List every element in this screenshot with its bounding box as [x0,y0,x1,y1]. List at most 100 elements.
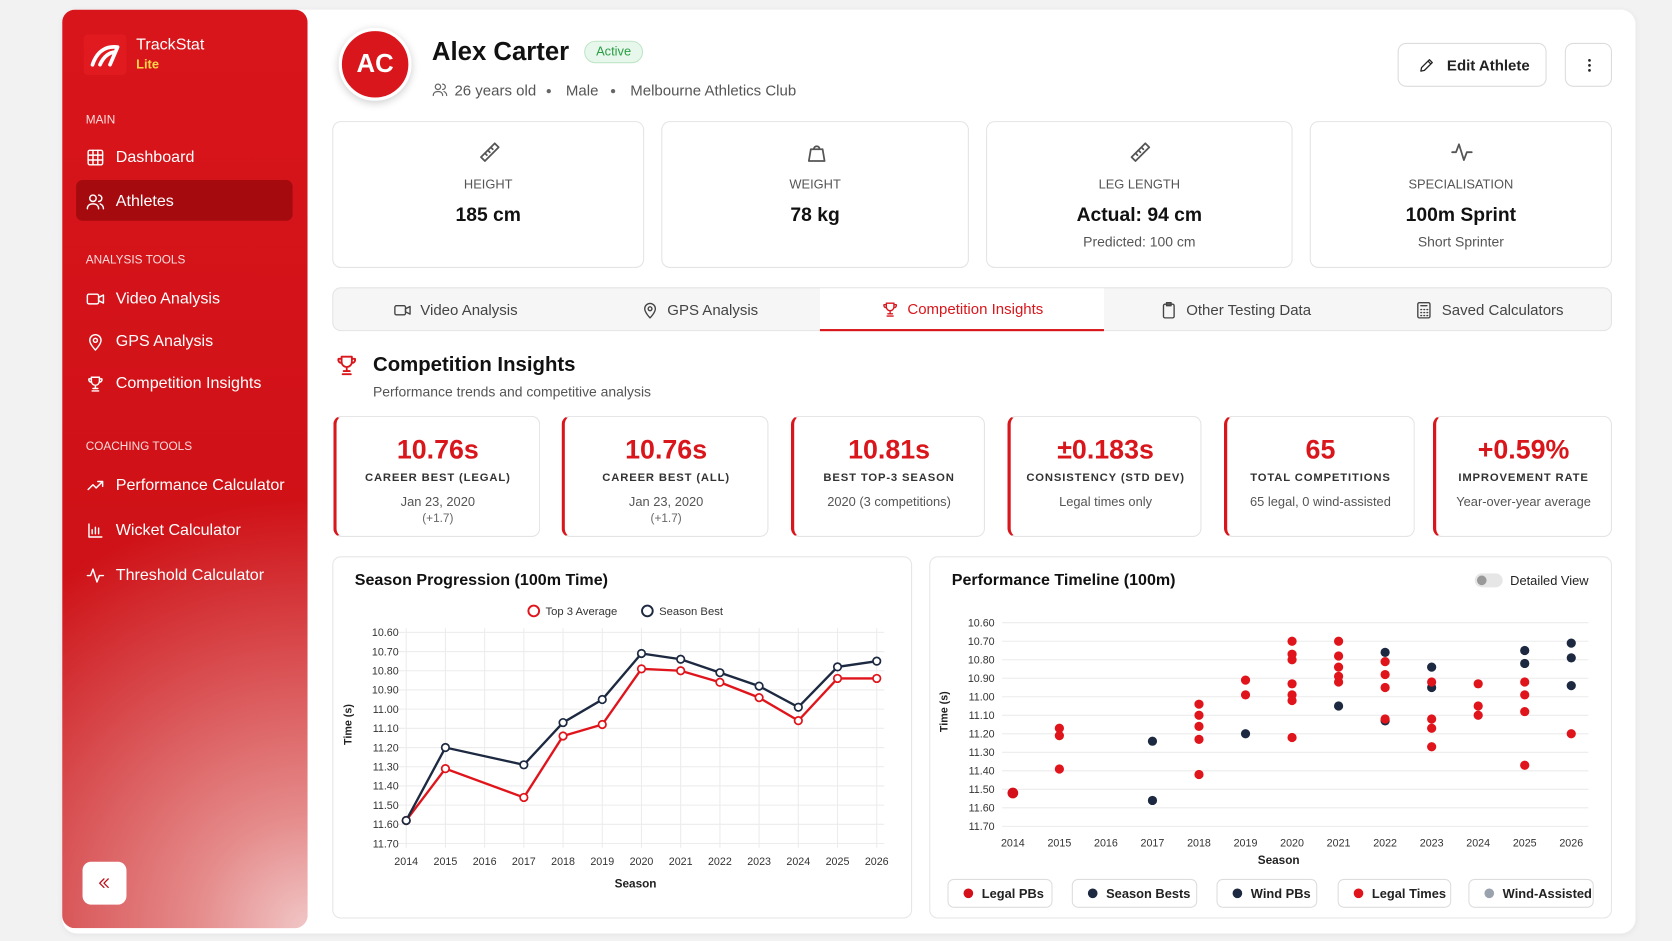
tab-label: Video Analysis [420,301,518,319]
kpi-sub: Legal times only [1059,494,1153,510]
icon [87,149,104,166]
nav-item[interactable]: Athletes [115,191,174,211]
kpi-sub: Jan 23, 2020 [628,494,704,510]
legend-label: Legal Times [1371,886,1447,902]
icon [90,45,120,67]
kpi-sub: Jan 23, 2020 [400,494,476,510]
kpi-value: 10.81s [848,435,931,466]
sidebar: TrackStat Lite MAIN Dashboard Athletes ANALYS… [62,9,308,929]
kpi-label: IMPROVEMENT RATE [1458,471,1589,485]
icon [88,523,103,538]
chart-card [929,556,1612,919]
toggle[interactable] [1474,573,1503,588]
legend-marker [1353,888,1364,899]
toggle-knob [1476,575,1487,586]
legend-label: Season Bests [1106,886,1191,902]
tab-label: GPS Analysis [667,301,759,319]
stat-value: 78 kg [790,203,840,226]
icon [432,83,448,97]
nav-heading: MAIN [85,113,116,127]
stat-card: WEIGHT 78 kg [661,121,969,268]
section-subtitle: Performance trends and competitive analy… [372,383,652,400]
kpi-label: CONSISTENCY (STD DEV) [1026,471,1185,485]
stat-card: HEIGHT 185 cm [332,121,645,268]
tab[interactable]: Other Testing Data [1104,288,1367,331]
icon [394,304,411,315]
kpi-sub: 65 legal, 0 wind-assisted [1250,494,1391,510]
legend-item[interactable]: Wind PBs [1216,878,1318,908]
nav-item[interactable]: Wicket Calculator [115,520,241,540]
more-button[interactable] [1564,42,1612,87]
legend-item[interactable]: Legal PBs [947,878,1053,908]
stat-card: LEG LENGTH Actual: 94 cm Predicted: 100 cm [986,121,1293,268]
stat-label: HEIGHT [463,176,513,192]
tab-label: Saved Calculators [1441,301,1564,319]
legend-marker [1232,888,1243,899]
legend-item[interactable]: Wind-Assisted [1468,878,1594,908]
stat-sub: Short Sprinter [1417,233,1504,250]
collapse-button[interactable] [82,861,127,905]
legend-item[interactable]: Season Bests [1071,878,1198,908]
stat-value: 185 cm [455,203,521,226]
tab[interactable]: GPS Analysis [579,288,820,331]
stat-value: 100m Sprint [1405,203,1517,226]
athlete-age: 26 years old [454,81,537,99]
legend-label: Wind-Assisted [1502,886,1592,902]
tab-label: Other Testing Data [1186,301,1312,319]
section-title: Competition Insights [372,353,576,377]
kpi-sub: Year-over-year average [1456,494,1591,510]
athlete-gender: Male [565,81,599,99]
nav-item[interactable]: Performance Calculator [115,475,285,495]
chart-card [332,556,913,919]
stat-label: WEIGHT [789,176,841,192]
icon [1588,59,1591,72]
nav-heading: ANALYSIS TOOLS [85,254,186,267]
icon [643,302,656,319]
icon [807,145,825,162]
edit-button[interactable]: Edit Athlete [1397,42,1547,87]
kpi-card: 10.81s BEST TOP-3 SEASON 2020 (3 competiti… [790,415,985,537]
logo [83,34,127,76]
tab[interactable]: Competition Insights [819,288,1104,332]
tab[interactable]: Saved Calculators [1367,288,1612,331]
legend-item[interactable]: Legal Times [1337,878,1452,908]
nav-item[interactable]: Video Analysis [115,289,221,308]
stat-label: LEG LENGTH [1098,176,1181,192]
athlete-club: Melbourne Athletics Club [630,81,797,99]
toggle-label: Detailed View [1510,573,1589,589]
stat-label: SPECIALISATION [1408,176,1514,192]
status-badge: Active [584,40,644,64]
tab[interactable]: Video Analysis [332,288,579,331]
kpi-card: ±0.183s CONSISTENCY (STD DEV) Legal times … [1007,415,1202,537]
nav-item[interactable]: GPS Analysis [115,332,214,351]
icon [87,480,104,491]
icon [99,878,109,889]
legend-label: Wind PBs [1250,886,1311,902]
kpi-label: BEST TOP-3 SEASON [823,471,955,485]
stat-value: Actual: 94 cm [1076,203,1203,226]
icon [1417,301,1431,319]
legend-marker [963,888,974,899]
nav-heading: COACHING TOOLS [85,440,193,454]
edit-label: Edit Athlete [1446,56,1530,74]
kpi-card: +0.59% IMPROVEMENT RATE Year-over-year ave… [1432,415,1612,537]
kpi-label: CAREER BEST (ALL) [602,471,730,485]
icon [479,142,500,162]
nav-item[interactable]: Competition Insights [115,374,262,393]
icon [89,334,102,351]
nav-item[interactable]: Dashboard [115,147,195,167]
icon [882,301,897,317]
icon [86,568,105,583]
kpi-note: (+1.7) [650,512,682,526]
legend-marker [1087,888,1098,899]
stat-card: SPECIALISATION 100m Sprint Short Sprinter [1309,121,1612,268]
kpi-label: TOTAL COMPETITIONS [1250,471,1391,485]
separator [610,88,616,94]
icon [86,293,105,305]
athlete-name: Alex Carter [431,37,570,67]
kpi-card: 10.76s CAREER BEST (ALL) Jan 23, 2020 (+1.7… [561,415,769,537]
icon [1420,59,1433,72]
nav-item[interactable]: Threshold Calculator [115,565,265,585]
tab-label: Competition Insights [907,300,1044,318]
